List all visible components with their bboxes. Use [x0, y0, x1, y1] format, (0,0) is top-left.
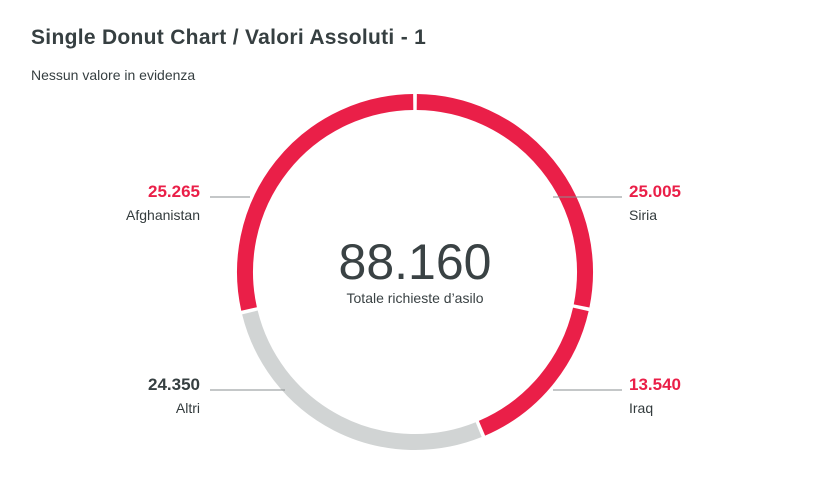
donut-slices [237, 94, 593, 450]
slice-label-afghanistan: Afghanistan [126, 207, 200, 223]
slice-value-afghanistan: 25.265 [148, 182, 200, 201]
slice-label-siria: Siria [629, 207, 657, 223]
slice-altri [242, 310, 482, 450]
chart-title: Single Donut Chart / Valori Assoluti - 1 [31, 26, 427, 49]
slice-iraq [478, 307, 589, 436]
slice-label-iraq: Iraq [629, 400, 653, 416]
slice-value-siria: 25.005 [629, 182, 681, 201]
slice-value-altri: 24.350 [148, 375, 200, 394]
leader-lines [210, 196, 622, 391]
total-value: 88.160 [339, 234, 492, 290]
slice-siria [416, 94, 593, 308]
slice-label-altri: Altri [176, 400, 200, 416]
total-label: Totale richieste d’asilo [347, 290, 484, 306]
slice-afghanistan [237, 94, 414, 311]
chart-subtitle: Nessun valore in evidenza [31, 67, 196, 83]
slice-labels: 25.005 Siria 13.540 Iraq 24.350 Altri 25.265 Af… [126, 182, 681, 416]
slice-value-iraq: 13.540 [629, 375, 681, 394]
